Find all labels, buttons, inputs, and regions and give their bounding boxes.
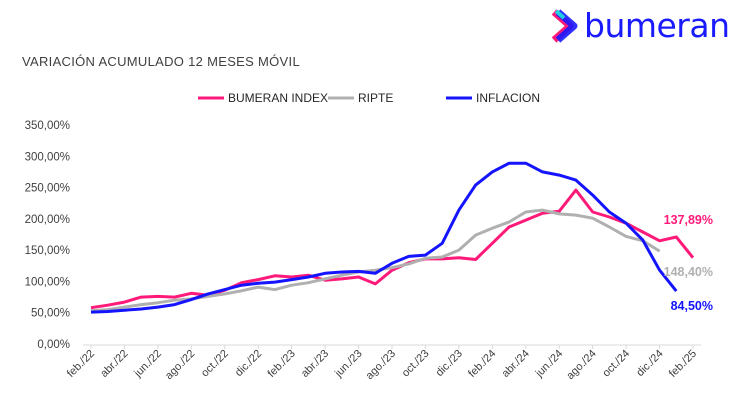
x-tick-label: abr./22 — [98, 348, 130, 380]
end-value-label: 148,40% — [664, 265, 713, 279]
legend: BUMERAN INDEX RIPTE INFLACION — [198, 91, 540, 105]
x-tick-label: dic./22 — [233, 348, 264, 379]
chart-title: VARIACIÓN ACUMULADO 12 MESES MÓVIL — [22, 54, 300, 69]
end-value-label: 84,50% — [671, 299, 713, 313]
legend-label: RIPTE — [358, 91, 393, 105]
series-line-inflacion — [90, 161, 678, 314]
x-tick-label: jun./24 — [533, 348, 566, 381]
brand-name: bumeran — [584, 6, 730, 45]
y-tick-label: 250,00% — [25, 183, 70, 195]
x-tick-label: oct./23 — [400, 348, 432, 380]
y-tick-label: 50,00% — [31, 308, 70, 320]
x-tick-label: feb./24 — [466, 348, 498, 380]
series-line-bumeran-index — [90, 188, 695, 310]
end-labels: 137,89% 148,40% 84,50% — [664, 213, 713, 313]
x-axis: feb./22 abr./22 jun./22 ago./22 oct./22 dic./… — [65, 344, 701, 382]
bumeran-logo: bumeran — [550, 6, 730, 45]
x-tick-label: ago./22 — [163, 348, 197, 382]
y-tick-label: 100,00% — [25, 276, 70, 288]
x-tick-label: oct./22 — [199, 348, 231, 380]
x-tick-label: ago./24 — [564, 348, 598, 382]
series-line-ripte — [90, 208, 661, 313]
series-lines — [90, 161, 695, 314]
x-tick-label: oct./24 — [600, 348, 632, 380]
y-axis: 0,00% 50,00% 100,00% 150,00% 200,00% 250,00% 3… — [25, 120, 70, 351]
y-tick-label: 350,00% — [25, 120, 70, 132]
x-tick-label: dic./24 — [634, 348, 665, 379]
x-tick-label: jun./22 — [131, 348, 164, 381]
x-tick-label: ago./23 — [364, 348, 398, 382]
y-tick-label: 300,00% — [25, 151, 70, 163]
bumeran-chevron-icon — [551, 8, 578, 43]
x-tick-label: feb./23 — [266, 348, 298, 380]
x-tick-label: abr./23 — [299, 348, 331, 380]
y-tick-label: 0,00% — [37, 339, 70, 351]
x-tick-label: abr./24 — [500, 348, 532, 380]
legend-label: BUMERAN INDEX — [228, 91, 328, 105]
legend-label: INFLACION — [476, 91, 540, 105]
y-tick-label: 200,00% — [25, 214, 70, 226]
y-tick-label: 150,00% — [25, 245, 70, 257]
end-value-label: 137,89% — [664, 213, 713, 227]
x-tick-label: dic./23 — [434, 348, 465, 379]
x-tick-label: feb./22 — [65, 348, 97, 380]
x-tick-label: feb./25 — [667, 348, 699, 380]
x-tick-label: jun./23 — [332, 348, 365, 381]
